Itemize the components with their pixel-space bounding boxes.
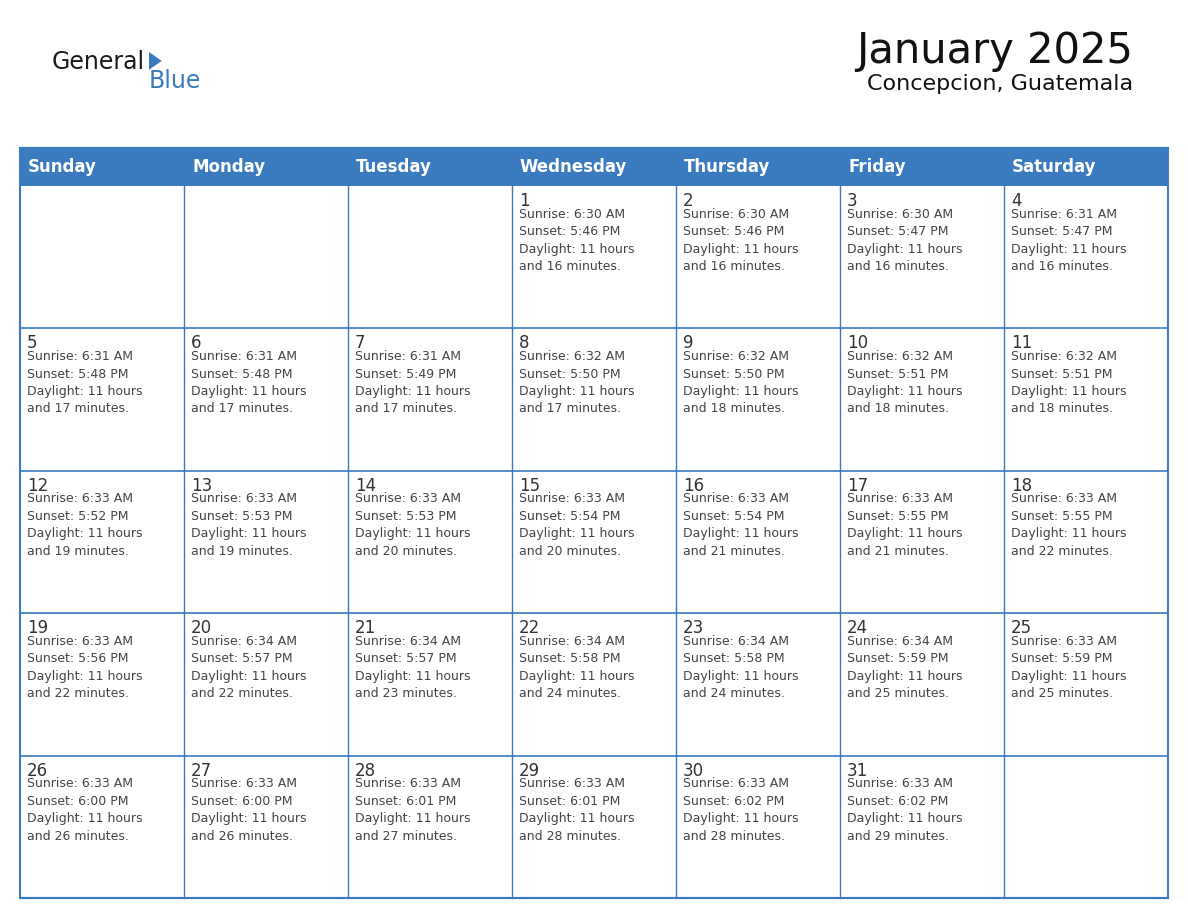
Text: Sunrise: 6:31 AM
Sunset: 5:49 PM
Daylight: 11 hours
and 17 minutes.: Sunrise: 6:31 AM Sunset: 5:49 PM Dayligh… <box>355 350 470 416</box>
Text: Thursday: Thursday <box>684 158 770 176</box>
Text: 30: 30 <box>683 762 704 779</box>
Text: Sunday: Sunday <box>29 158 97 176</box>
Text: Sunrise: 6:33 AM
Sunset: 6:02 PM
Daylight: 11 hours
and 29 minutes.: Sunrise: 6:33 AM Sunset: 6:02 PM Dayligh… <box>847 778 962 843</box>
Text: Sunrise: 6:33 AM
Sunset: 6:01 PM
Daylight: 11 hours
and 28 minutes.: Sunrise: 6:33 AM Sunset: 6:01 PM Dayligh… <box>519 778 634 843</box>
Text: Sunrise: 6:33 AM
Sunset: 5:54 PM
Daylight: 11 hours
and 20 minutes.: Sunrise: 6:33 AM Sunset: 5:54 PM Dayligh… <box>519 492 634 558</box>
Text: 8: 8 <box>519 334 530 353</box>
Text: 6: 6 <box>191 334 202 353</box>
Text: Sunrise: 6:31 AM
Sunset: 5:48 PM
Daylight: 11 hours
and 17 minutes.: Sunrise: 6:31 AM Sunset: 5:48 PM Dayligh… <box>27 350 143 416</box>
Text: Sunrise: 6:30 AM
Sunset: 5:46 PM
Daylight: 11 hours
and 16 minutes.: Sunrise: 6:30 AM Sunset: 5:46 PM Dayligh… <box>683 207 798 273</box>
Text: Sunrise: 6:34 AM
Sunset: 5:58 PM
Daylight: 11 hours
and 24 minutes.: Sunrise: 6:34 AM Sunset: 5:58 PM Dayligh… <box>683 635 798 700</box>
Text: 16: 16 <box>683 476 704 495</box>
Text: 11: 11 <box>1011 334 1032 353</box>
Text: 1: 1 <box>519 192 530 210</box>
Text: 27: 27 <box>191 762 213 779</box>
Text: Sunrise: 6:34 AM
Sunset: 5:58 PM
Daylight: 11 hours
and 24 minutes.: Sunrise: 6:34 AM Sunset: 5:58 PM Dayligh… <box>519 635 634 700</box>
Text: 22: 22 <box>519 620 541 637</box>
Text: 23: 23 <box>683 620 704 637</box>
Text: 18: 18 <box>1011 476 1032 495</box>
Text: Sunrise: 6:32 AM
Sunset: 5:51 PM
Daylight: 11 hours
and 18 minutes.: Sunrise: 6:32 AM Sunset: 5:51 PM Dayligh… <box>847 350 962 416</box>
Text: January 2025: January 2025 <box>857 30 1133 72</box>
Text: Sunrise: 6:33 AM
Sunset: 6:00 PM
Daylight: 11 hours
and 26 minutes.: Sunrise: 6:33 AM Sunset: 6:00 PM Dayligh… <box>191 778 307 843</box>
Text: Sunrise: 6:30 AM
Sunset: 5:47 PM
Daylight: 11 hours
and 16 minutes.: Sunrise: 6:30 AM Sunset: 5:47 PM Dayligh… <box>847 207 962 273</box>
Text: 12: 12 <box>27 476 49 495</box>
Text: 20: 20 <box>191 620 213 637</box>
Text: 13: 13 <box>191 476 213 495</box>
Text: Sunrise: 6:31 AM
Sunset: 5:47 PM
Daylight: 11 hours
and 16 minutes.: Sunrise: 6:31 AM Sunset: 5:47 PM Dayligh… <box>1011 207 1126 273</box>
Bar <box>20 148 1168 898</box>
Polygon shape <box>148 52 162 70</box>
Text: 19: 19 <box>27 620 49 637</box>
Text: 26: 26 <box>27 762 49 779</box>
Text: Sunrise: 6:31 AM
Sunset: 5:48 PM
Daylight: 11 hours
and 17 minutes.: Sunrise: 6:31 AM Sunset: 5:48 PM Dayligh… <box>191 350 307 416</box>
Text: Sunrise: 6:33 AM
Sunset: 5:53 PM
Daylight: 11 hours
and 20 minutes.: Sunrise: 6:33 AM Sunset: 5:53 PM Dayligh… <box>355 492 470 558</box>
Text: General: General <box>52 50 145 74</box>
Text: Sunrise: 6:33 AM
Sunset: 5:59 PM
Daylight: 11 hours
and 25 minutes.: Sunrise: 6:33 AM Sunset: 5:59 PM Dayligh… <box>1011 635 1126 700</box>
Text: Sunrise: 6:33 AM
Sunset: 5:52 PM
Daylight: 11 hours
and 19 minutes.: Sunrise: 6:33 AM Sunset: 5:52 PM Dayligh… <box>27 492 143 558</box>
Text: 9: 9 <box>683 334 694 353</box>
Text: Sunrise: 6:32 AM
Sunset: 5:50 PM
Daylight: 11 hours
and 17 minutes.: Sunrise: 6:32 AM Sunset: 5:50 PM Dayligh… <box>519 350 634 416</box>
Text: Sunrise: 6:33 AM
Sunset: 6:01 PM
Daylight: 11 hours
and 27 minutes.: Sunrise: 6:33 AM Sunset: 6:01 PM Dayligh… <box>355 778 470 843</box>
Text: Sunrise: 6:33 AM
Sunset: 5:54 PM
Daylight: 11 hours
and 21 minutes.: Sunrise: 6:33 AM Sunset: 5:54 PM Dayligh… <box>683 492 798 558</box>
Text: Saturday: Saturday <box>1012 158 1097 176</box>
Text: Concepcion, Guatemala: Concepcion, Guatemala <box>867 73 1133 94</box>
Bar <box>20 148 1168 186</box>
Text: Sunrise: 6:33 AM
Sunset: 5:53 PM
Daylight: 11 hours
and 19 minutes.: Sunrise: 6:33 AM Sunset: 5:53 PM Dayligh… <box>191 492 307 558</box>
Text: Friday: Friday <box>848 158 905 176</box>
Text: 15: 15 <box>519 476 541 495</box>
Text: 28: 28 <box>355 762 377 779</box>
Text: 3: 3 <box>847 192 858 210</box>
Text: Sunrise: 6:34 AM
Sunset: 5:57 PM
Daylight: 11 hours
and 23 minutes.: Sunrise: 6:34 AM Sunset: 5:57 PM Dayligh… <box>355 635 470 700</box>
Text: 7: 7 <box>355 334 366 353</box>
Text: Sunrise: 6:33 AM
Sunset: 5:55 PM
Daylight: 11 hours
and 22 minutes.: Sunrise: 6:33 AM Sunset: 5:55 PM Dayligh… <box>1011 492 1126 558</box>
Text: 14: 14 <box>355 476 377 495</box>
Text: 25: 25 <box>1011 620 1032 637</box>
Text: Sunrise: 6:34 AM
Sunset: 5:59 PM
Daylight: 11 hours
and 25 minutes.: Sunrise: 6:34 AM Sunset: 5:59 PM Dayligh… <box>847 635 962 700</box>
Text: Sunrise: 6:34 AM
Sunset: 5:57 PM
Daylight: 11 hours
and 22 minutes.: Sunrise: 6:34 AM Sunset: 5:57 PM Dayligh… <box>191 635 307 700</box>
Text: Sunrise: 6:32 AM
Sunset: 5:51 PM
Daylight: 11 hours
and 18 minutes.: Sunrise: 6:32 AM Sunset: 5:51 PM Dayligh… <box>1011 350 1126 416</box>
Text: 2: 2 <box>683 192 694 210</box>
Text: 4: 4 <box>1011 192 1022 210</box>
Text: 24: 24 <box>847 620 868 637</box>
Text: Sunrise: 6:32 AM
Sunset: 5:50 PM
Daylight: 11 hours
and 18 minutes.: Sunrise: 6:32 AM Sunset: 5:50 PM Dayligh… <box>683 350 798 416</box>
Text: Sunrise: 6:33 AM
Sunset: 6:00 PM
Daylight: 11 hours
and 26 minutes.: Sunrise: 6:33 AM Sunset: 6:00 PM Dayligh… <box>27 778 143 843</box>
Text: 29: 29 <box>519 762 541 779</box>
Text: Wednesday: Wednesday <box>520 158 627 176</box>
Text: Tuesday: Tuesday <box>356 158 432 176</box>
Text: Sunrise: 6:33 AM
Sunset: 6:02 PM
Daylight: 11 hours
and 28 minutes.: Sunrise: 6:33 AM Sunset: 6:02 PM Dayligh… <box>683 778 798 843</box>
Text: Monday: Monday <box>192 158 265 176</box>
Text: Sunrise: 6:33 AM
Sunset: 5:55 PM
Daylight: 11 hours
and 21 minutes.: Sunrise: 6:33 AM Sunset: 5:55 PM Dayligh… <box>847 492 962 558</box>
Text: 17: 17 <box>847 476 868 495</box>
Text: Sunrise: 6:33 AM
Sunset: 5:56 PM
Daylight: 11 hours
and 22 minutes.: Sunrise: 6:33 AM Sunset: 5:56 PM Dayligh… <box>27 635 143 700</box>
Text: 5: 5 <box>27 334 38 353</box>
Text: Blue: Blue <box>148 69 202 93</box>
Text: Sunrise: 6:30 AM
Sunset: 5:46 PM
Daylight: 11 hours
and 16 minutes.: Sunrise: 6:30 AM Sunset: 5:46 PM Dayligh… <box>519 207 634 273</box>
Text: 31: 31 <box>847 762 868 779</box>
Text: 10: 10 <box>847 334 868 353</box>
Text: 21: 21 <box>355 620 377 637</box>
